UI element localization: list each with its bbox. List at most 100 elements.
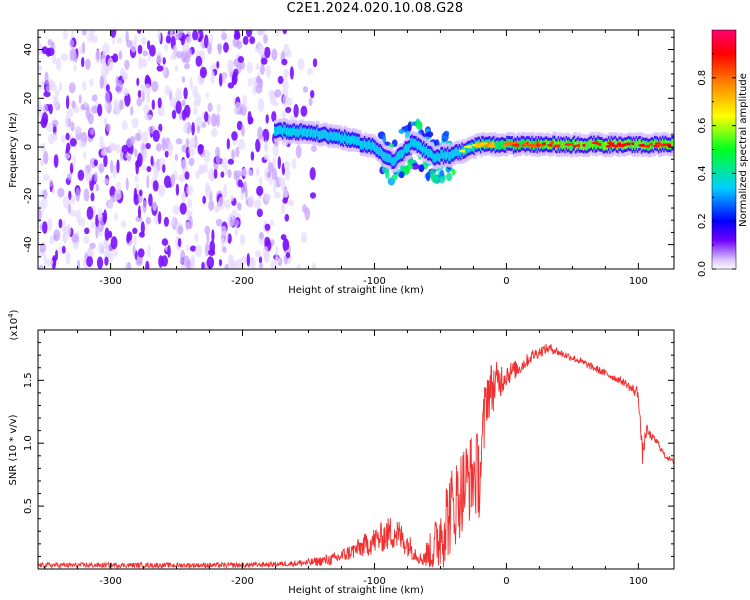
noise-blob [254, 199, 262, 210]
noise-blob [185, 221, 190, 232]
noise-blob [47, 39, 53, 46]
noise-blob [112, 53, 119, 63]
ridge-band [672, 138, 674, 148]
noise-blob [75, 209, 81, 223]
noise-blob [258, 78, 264, 89]
noise-blob [150, 155, 154, 166]
noise-blob [83, 188, 90, 202]
spread-blob [407, 121, 412, 132]
noise-blob [136, 97, 143, 107]
noise-blob [103, 178, 109, 185]
noise-blob [137, 248, 145, 258]
colorbar-tick-label: 0.8 [697, 70, 708, 86]
noise-blob [47, 218, 53, 232]
noise-blob [275, 245, 279, 260]
noise-blob [105, 123, 111, 132]
noise-blob [110, 236, 118, 250]
spread-blob [405, 164, 414, 170]
noise-blob [231, 260, 236, 269]
noise-blob [269, 219, 274, 226]
noise-blob [91, 94, 98, 102]
noise-blob [89, 128, 95, 136]
noise-blob [65, 251, 71, 265]
noise-blob [158, 184, 166, 197]
noise-blob [105, 84, 110, 93]
x-tick-label: 0 [503, 576, 509, 587]
noise-blob [259, 262, 263, 269]
noise-blob [121, 120, 128, 131]
noise-blob [162, 57, 166, 65]
noise-blob [68, 82, 76, 94]
noise-blob [195, 116, 203, 130]
noise-blob [233, 68, 239, 77]
noise-blob [80, 104, 86, 111]
noise-blob [247, 169, 253, 177]
noise-blob [157, 211, 162, 225]
noise-blob [110, 160, 114, 174]
noise-blob [177, 237, 182, 248]
noise-blob [97, 242, 104, 255]
noise-blob [174, 65, 179, 72]
noise-blob [227, 158, 234, 165]
noise-blob [255, 138, 261, 153]
noise-blob [169, 96, 177, 108]
y-tick-label: 0.5 [23, 498, 34, 514]
x-tick-label: -300 [99, 276, 122, 287]
noise-blob [48, 81, 56, 87]
noise-blob [234, 224, 239, 236]
noise-blob [163, 216, 169, 227]
noise-blob [65, 95, 70, 110]
noise-blob [38, 199, 41, 208]
noise-blob [246, 253, 250, 267]
noise-blob [89, 78, 94, 88]
noise-blob [86, 255, 93, 268]
noise-blob [233, 58, 239, 67]
noise-blob [208, 200, 215, 212]
noise-blob [78, 94, 82, 104]
x-tick-label: -300 [99, 576, 122, 587]
noise-blob [240, 186, 245, 201]
spectrogram-xlabel: Height of straight line (km) [288, 285, 424, 296]
noise-blob [144, 83, 151, 96]
y-tick-label: 0 [23, 144, 34, 150]
noise-blob [237, 202, 242, 211]
noise-blob [216, 43, 223, 52]
noise-blob [156, 65, 164, 72]
noise-blob [130, 106, 134, 116]
noise-blob [215, 218, 223, 227]
noise-blob [284, 213, 290, 222]
noise-blob [104, 102, 109, 111]
noise-blob [126, 233, 131, 244]
noise-blob [71, 233, 79, 243]
noise-blob [280, 202, 285, 214]
noise-blob [52, 53, 57, 65]
noise-blob [256, 208, 263, 218]
noise-blob [206, 256, 215, 269]
noise-blob [43, 103, 49, 113]
noise-blob [235, 146, 240, 158]
noise-blob [235, 170, 242, 178]
noise-blob [297, 58, 305, 71]
noise-blob [174, 153, 179, 162]
spectrogram-frame [37, 29, 675, 270]
noise-blob [100, 58, 107, 65]
x-tick-label: 100 [629, 576, 648, 587]
noise-blob [103, 116, 108, 126]
noise-blob [157, 97, 162, 109]
noise-blob [264, 143, 269, 151]
noise-blob [185, 36, 193, 44]
noise-blob [277, 75, 284, 85]
noise-blob [282, 189, 289, 198]
spread-blob [391, 174, 398, 181]
noise-blob [55, 57, 62, 71]
noise-blob [311, 262, 317, 269]
noise-blob [89, 242, 96, 249]
noise-blob [107, 200, 114, 210]
noise-blob [43, 91, 51, 98]
noise-blob [236, 258, 244, 269]
noise-blob [156, 52, 163, 64]
noise-blob [38, 65, 43, 72]
noise-blob [282, 78, 289, 93]
noise-blob [221, 32, 228, 41]
noise-blob [43, 253, 47, 267]
